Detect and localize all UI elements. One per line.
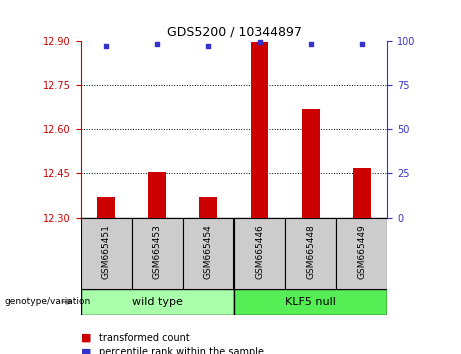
Bar <box>251 42 268 218</box>
Bar <box>285 218 336 289</box>
Text: GSM665448: GSM665448 <box>306 224 315 279</box>
Bar <box>97 197 115 218</box>
Point <box>307 41 314 47</box>
Text: ■: ■ <box>81 347 91 354</box>
Bar <box>81 218 132 289</box>
Title: GDS5200 / 10344897: GDS5200 / 10344897 <box>166 25 301 38</box>
Text: wild type: wild type <box>132 297 183 307</box>
Text: GSM665454: GSM665454 <box>204 224 213 279</box>
Text: percentile rank within the sample: percentile rank within the sample <box>99 347 264 354</box>
Bar <box>234 289 387 315</box>
Point <box>256 40 263 45</box>
Bar <box>183 218 234 289</box>
Bar <box>336 218 387 289</box>
Text: GSM665446: GSM665446 <box>255 224 264 279</box>
Text: genotype/variation: genotype/variation <box>5 297 91 306</box>
Point <box>205 43 212 49</box>
Point <box>102 43 110 49</box>
Bar <box>200 197 217 218</box>
Bar <box>353 167 371 218</box>
Bar <box>81 289 234 315</box>
Point <box>154 41 161 47</box>
Text: GSM665449: GSM665449 <box>357 224 366 279</box>
Text: GSM665453: GSM665453 <box>153 224 162 279</box>
Text: ■: ■ <box>81 333 91 343</box>
Bar <box>234 218 285 289</box>
Bar <box>148 172 166 218</box>
Bar <box>132 218 183 289</box>
Text: KLF5 null: KLF5 null <box>285 297 336 307</box>
Point <box>358 41 366 47</box>
Bar <box>301 109 319 218</box>
Text: transformed count: transformed count <box>99 333 190 343</box>
Text: GSM665451: GSM665451 <box>102 224 111 279</box>
